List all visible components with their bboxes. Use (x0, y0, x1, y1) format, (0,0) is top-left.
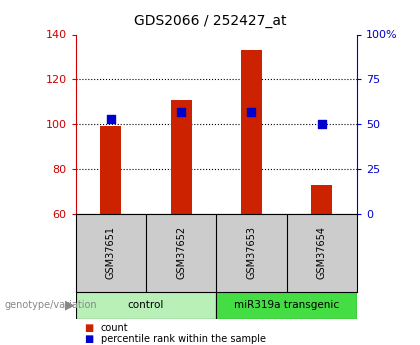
Point (318, 121, 325, 127)
Text: ▶: ▶ (65, 299, 75, 312)
Text: percentile rank within the sample: percentile rank within the sample (101, 334, 266, 344)
Text: GSM37654: GSM37654 (317, 226, 327, 279)
Point (248, 109, 255, 115)
Text: GSM37653: GSM37653 (247, 226, 257, 279)
Bar (216, 292, 357, 319)
Point (178, 109, 184, 115)
Text: ■: ■ (84, 334, 93, 344)
Bar (171, 99, 192, 214)
Text: count: count (101, 324, 129, 333)
Bar (241, 50, 262, 214)
Bar (100, 126, 121, 214)
Text: control: control (128, 300, 164, 310)
Bar (311, 185, 332, 214)
Text: ■: ■ (84, 324, 93, 333)
Text: GSM37651: GSM37651 (106, 226, 116, 279)
Text: miR319a transgenic: miR319a transgenic (234, 300, 339, 310)
Text: genotype/variation: genotype/variation (4, 300, 97, 310)
Text: GDS2066 / 252427_at: GDS2066 / 252427_at (134, 14, 286, 28)
Point (108, 116, 114, 121)
Bar (76, 292, 216, 319)
Text: GSM37652: GSM37652 (176, 226, 186, 279)
